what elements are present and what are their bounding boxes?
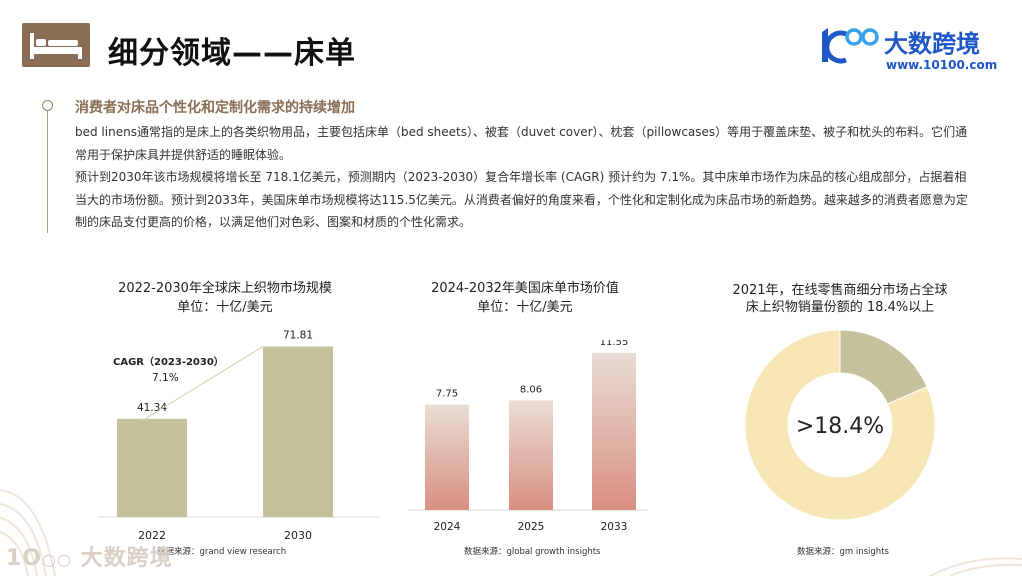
chart1-cagr-trend-line: [141, 346, 264, 422]
chart1-source: 数据来源：grand view research: [157, 547, 287, 557]
chart1-title: 2022-2030年全球床上织物市场规模: [118, 281, 332, 296]
bottom-wave-decoration: [930, 557, 1022, 576]
chart2-title: 2024-2032年美国床单市场价值: [431, 281, 619, 296]
chart1-subtitle: 单位：十亿/美元: [177, 300, 273, 315]
chart2-data-label-2033: 11.55: [600, 340, 629, 348]
chart1-data-label-2022: 41.34: [137, 402, 167, 414]
chart1-tick-label-2030: 2030: [284, 529, 312, 542]
chart3-donut-chart: >18.4%: [744, 329, 936, 521]
chart1-cagr-value: 7.1%: [152, 372, 179, 384]
chart1-tick-label-2022: 2022: [138, 529, 166, 542]
chart2-subtitle: 单位：十亿/美元: [477, 300, 573, 315]
chart2-tick-label-2025: 2025: [518, 521, 545, 533]
chart2-bar-2025: [509, 400, 553, 510]
timeline-line: [47, 106, 48, 233]
chart2-tick-label-2033: 2033: [601, 521, 628, 533]
logo-name: 大数跨境: [884, 30, 980, 58]
chart3-title-line-2: 床上织物销量份额的 18.4%以上: [745, 300, 935, 315]
chart1-bar-chart: 41.34 2022 71.81 2030: [98, 329, 380, 542]
chart2-source: 数据来源：global growth insights: [464, 547, 601, 557]
chart2-data-label-2024: 7.75: [436, 389, 458, 400]
chart1-bar-2030: [263, 346, 333, 517]
intro-body: bed linens通常指的是床上的各类织物用品，主要包括床单（bed shee…: [75, 121, 975, 234]
chart2-data-label-2025: 8.06: [520, 384, 542, 395]
chart3-center-label: >18.4%: [796, 414, 884, 439]
chart1-cagr-label: CAGR（2023-2030）: [113, 357, 224, 368]
intro-heading: 消费者对床品个性化和定制化需求的持续增加: [75, 100, 355, 116]
chart1-data-label-2030: 71.81: [283, 329, 313, 341]
chart1-bar-2022: [117, 418, 187, 517]
bed-icon: [22, 23, 90, 67]
chart3-source: 数据来源：gm insights: [797, 547, 889, 557]
chart3-slice-1: [744, 329, 936, 521]
intro-paragraph-1: bed linens通常指的是床上的各类织物用品，主要包括床单（bed shee…: [75, 125, 968, 162]
logo-url: www.10100.com: [886, 58, 998, 72]
timeline-dot: [42, 100, 53, 111]
intro-paragraph-2: 预计到2030年该市场规模将增长至 718.1亿美元，预测期内（2023-203…: [75, 170, 968, 229]
chart3-title-line-1: 2021年，在线零售商细分市场占全球: [732, 283, 948, 298]
chart2-bar-2033: [592, 352, 636, 510]
chart2-bar-chart: 7.75 2024 8.06 2025 11.55 2033: [408, 340, 648, 533]
logo-mark-icon: [822, 28, 879, 64]
chart2-tick-label-2024: 2024: [434, 521, 461, 533]
page-title: 细分领域——床单: [108, 36, 356, 71]
watermark-logo: 1O○○ 大数跨境: [6, 546, 173, 571]
chart2-bar-2024: [425, 404, 469, 510]
corner-wave-decoration: [0, 489, 56, 576]
